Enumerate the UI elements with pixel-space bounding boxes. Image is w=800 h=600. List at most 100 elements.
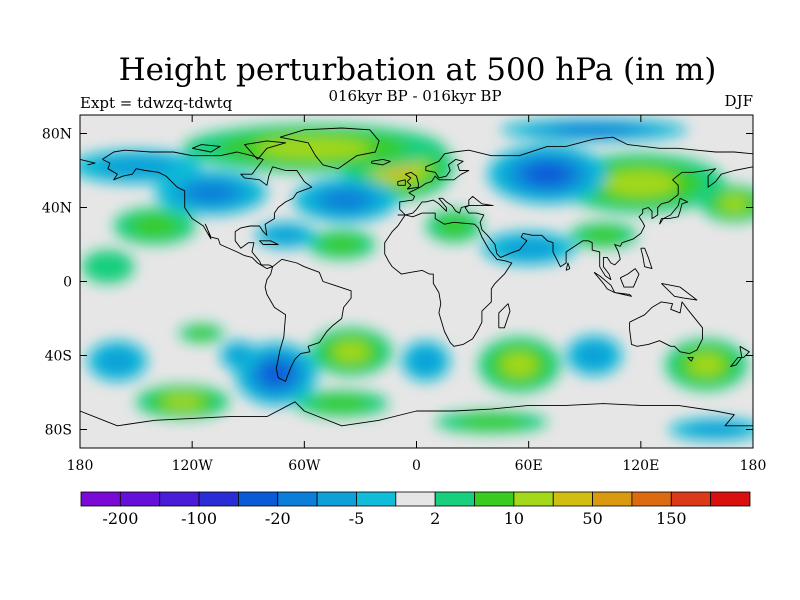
field-contour-band — [81, 250, 135, 284]
colorbar-label: -20 — [265, 509, 291, 528]
field-contour-band — [99, 348, 136, 374]
field-cell-6 — [154, 170, 267, 215]
coastline-segment-21 — [244, 140, 287, 160]
field-cell-11 — [255, 222, 316, 249]
colorbar-swatch — [119, 491, 161, 507]
lon-tick-label: 180 — [67, 458, 94, 474]
coastline-segment-18 — [661, 282, 698, 301]
coastline-segment-22 — [192, 144, 221, 153]
figure-subtitle: 016kyr BP - 016kyr BP — [328, 87, 502, 105]
colorbar-swatch — [710, 491, 751, 507]
colorbar-swatch — [356, 491, 397, 507]
field-cell-17 — [87, 340, 148, 382]
coastline-segment-19 — [640, 247, 653, 270]
coastline-segment-2 — [279, 127, 380, 170]
field-cell-26 — [179, 324, 224, 343]
field-cell-24 — [295, 390, 389, 417]
coastline-segment-6 — [384, 212, 513, 347]
field-contour-band — [262, 363, 291, 385]
colorbar-swatch — [238, 491, 279, 507]
lat-tick-label: 40S — [45, 349, 72, 365]
colorbar-label: 10 — [504, 509, 524, 528]
field-contour-band — [526, 163, 569, 185]
colorbar-swatch — [395, 491, 436, 507]
field-cell-7 — [80, 150, 202, 184]
field-contour-band — [603, 170, 679, 197]
lon-tick-label: 60W — [288, 458, 321, 474]
field-contour-band — [456, 415, 526, 429]
lat-tick-label: 80S — [45, 423, 72, 439]
lon-tick-label: 120W — [172, 458, 214, 474]
field-cell-14 — [569, 222, 638, 249]
field-cell-21 — [478, 337, 561, 393]
coastlines — [80, 127, 753, 427]
field-contour-band — [688, 353, 725, 377]
field-contour-band — [321, 235, 363, 254]
coastline-segment-7 — [498, 303, 511, 329]
field-contour-band — [187, 327, 216, 339]
colorbar-label: -100 — [181, 509, 217, 528]
lon-tick-label: 0 — [412, 458, 421, 474]
coastline-segment-17 — [619, 268, 640, 288]
coastline-segment-1 — [264, 258, 352, 382]
colorbar-swatch — [198, 491, 239, 507]
field-cell-3 — [700, 185, 753, 223]
colorbar-label: 50 — [582, 509, 602, 528]
field-contour-band — [95, 156, 177, 177]
field-contour-band — [576, 343, 612, 368]
colorbar-swatch — [631, 491, 672, 507]
coastline-segment-0 — [102, 149, 313, 270]
coastline-segment-20 — [80, 401, 753, 427]
field-contour-band — [552, 124, 636, 135]
field-contour-band — [686, 422, 745, 437]
field-cell-20 — [310, 327, 393, 376]
field-contour-band — [186, 182, 236, 203]
field-cell-15 — [81, 250, 135, 284]
colorbar-swatch — [513, 491, 554, 507]
colorbar-swatch — [159, 491, 200, 507]
colorbar-label: 150 — [656, 509, 687, 528]
field-contour-band — [501, 352, 538, 378]
colorbar-label: -5 — [349, 509, 365, 528]
coastline-segment-3 — [397, 136, 753, 216]
lat-tick-label: 80N — [42, 127, 72, 143]
colorbar-swatch — [316, 491, 357, 507]
coastline-segment-13 — [397, 179, 406, 186]
colorbar-label: 2 — [430, 509, 440, 528]
experiment-label: Expt = tdwzq-tdwtq — [80, 94, 233, 112]
field-contour-band — [267, 227, 304, 244]
field-contour-band — [719, 195, 750, 212]
field-contour-band — [410, 348, 441, 374]
coastline-segment-23 — [259, 240, 279, 245]
field-cell-22 — [665, 338, 748, 391]
lat-tick-label: 0 — [63, 275, 72, 291]
coastline-segment-14 — [371, 158, 391, 166]
field-contour-band — [499, 238, 558, 259]
colorbar-swatch — [434, 491, 475, 507]
season-label: DJF — [724, 92, 753, 110]
colorbar-swatch — [474, 491, 515, 507]
map-axes: 80N 40N 0 40S 80S 180 120W 60W 0 60E 120E 180 — [42, 115, 766, 474]
field-cell-5 — [293, 177, 398, 223]
lon-tick-label: 120E — [622, 458, 659, 474]
field-contour-band — [129, 214, 181, 238]
coastline-segment-24 — [565, 262, 571, 271]
field-contour-band — [227, 346, 251, 365]
field-cell-18 — [401, 340, 451, 382]
lon-tick-label: 60E — [515, 458, 543, 474]
field-cell-19 — [566, 335, 623, 376]
field-contour-band — [322, 190, 369, 211]
field-cell-8 — [500, 118, 688, 141]
colorbar-swatch — [80, 491, 121, 507]
coastline-segment-4 — [80, 158, 96, 166]
colorbar-swatch — [592, 491, 633, 507]
coastline-segment-10 — [730, 345, 750, 368]
colorbar-swatch — [670, 491, 712, 507]
field-cell-13 — [425, 209, 482, 243]
coastline-segment-16 — [614, 292, 632, 297]
field-contour-band — [255, 137, 372, 159]
field-contour-band — [436, 215, 472, 237]
field-contour-band — [162, 394, 204, 410]
field-contour-band — [312, 395, 371, 412]
